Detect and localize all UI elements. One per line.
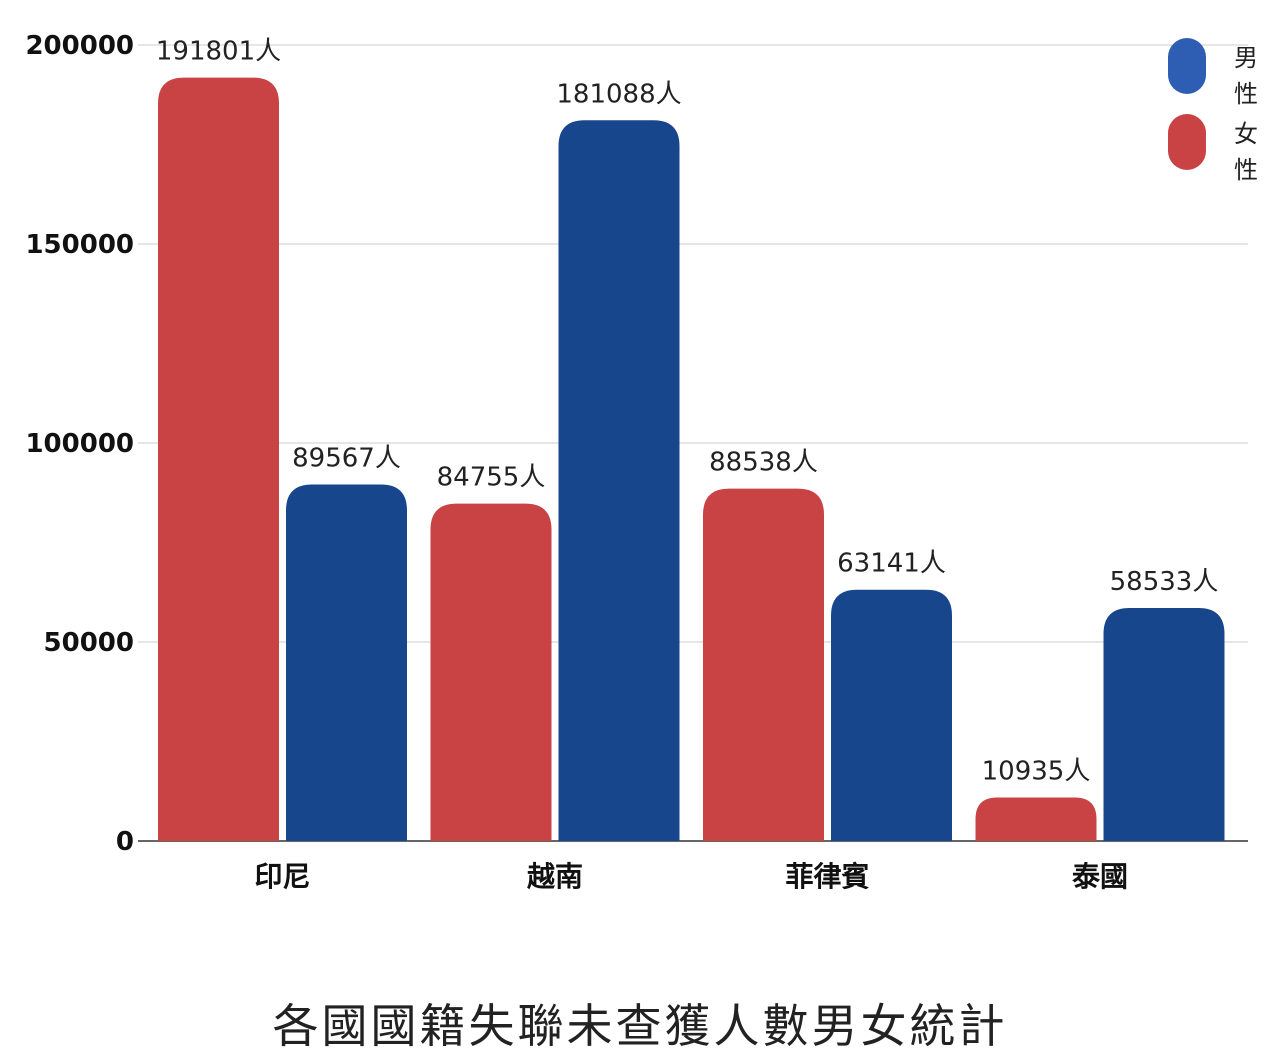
data-label: 88538人: [709, 448, 818, 478]
bar-chart: 0 50000 100000 150000 200000 191801人 89567人 84…: [25, 31, 1258, 893]
data-label: 84755人: [437, 463, 546, 493]
bar: [558, 120, 680, 841]
data-label: 10935人: [982, 756, 1091, 786]
x-tick-label: 泰國: [1072, 860, 1128, 893]
legend-swatch: [1168, 114, 1206, 170]
y-tick-label: 50000: [44, 628, 134, 658]
y-tick-label: 200000: [25, 31, 134, 61]
bar: [975, 797, 1097, 841]
x-tick-label: 印尼: [254, 860, 310, 893]
legend-label: 女性: [1234, 120, 1258, 184]
bar: [158, 77, 279, 841]
bar: [1103, 608, 1225, 841]
legend-swatch: [1168, 38, 1206, 94]
data-label: 58533人: [1110, 567, 1219, 597]
bars: [158, 77, 1225, 841]
bar: [831, 589, 952, 841]
bar: [286, 484, 407, 841]
y-tick-label: 150000: [25, 230, 134, 260]
data-label: 63141人: [837, 549, 946, 579]
y-axis: 0 50000 100000 150000 200000: [25, 31, 134, 857]
data-label: 181088人: [556, 79, 681, 109]
x-axis: 印尼 越南 菲律賓 泰國: [254, 860, 1128, 893]
data-label: 191801人: [156, 37, 281, 67]
y-tick-label: 100000: [25, 429, 134, 459]
chart-title: 各國國籍失聯未查獲人數男女統計: [272, 999, 1008, 1053]
y-tick-label: 0: [116, 827, 134, 857]
bar: [703, 488, 824, 841]
data-labels: 191801人 89567人 84755人 181088人 88538人 63141人 10…: [156, 37, 1218, 787]
data-label: 89567人: [292, 444, 401, 474]
bar: [430, 503, 552, 841]
legend-label: 男性: [1234, 44, 1258, 108]
x-tick-label: 菲律賓: [785, 860, 869, 893]
x-tick-label: 越南: [527, 860, 583, 893]
